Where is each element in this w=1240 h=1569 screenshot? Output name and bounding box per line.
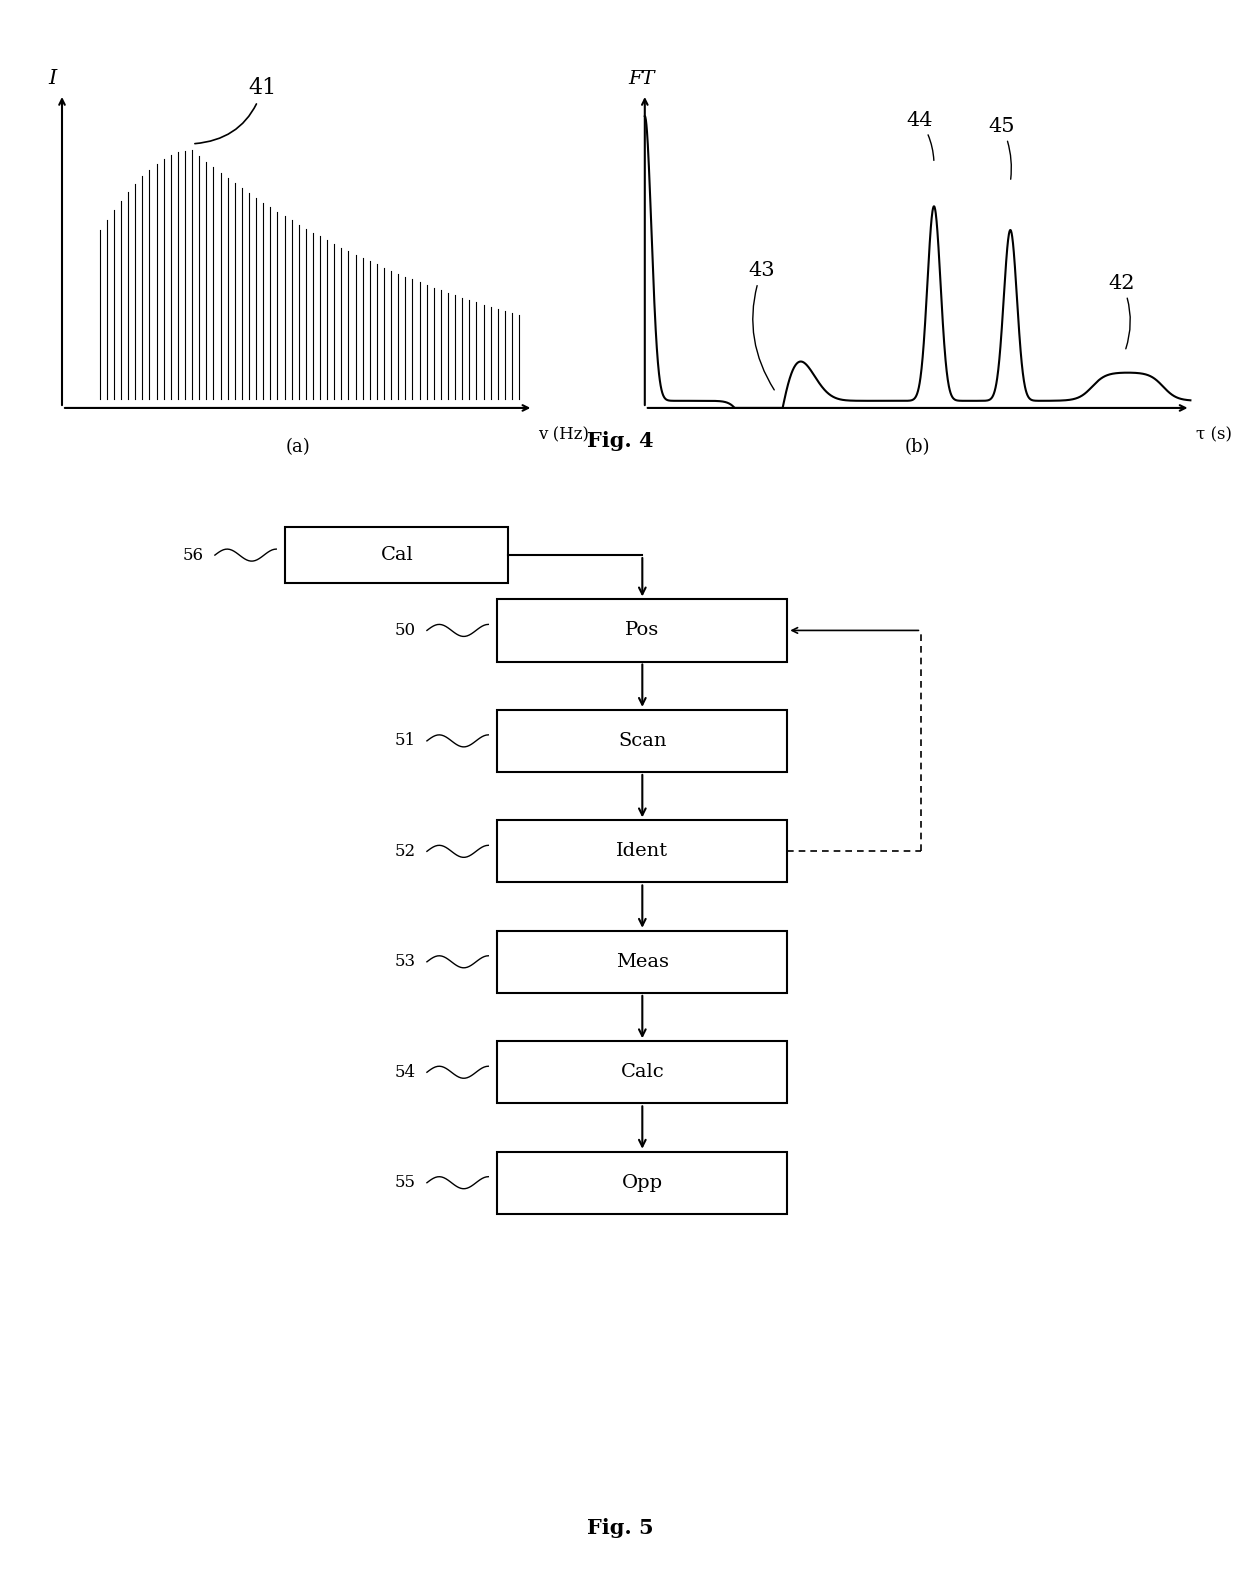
- Text: Fig. 4: Fig. 4: [587, 431, 653, 452]
- Text: Calc: Calc: [620, 1064, 665, 1081]
- Text: 55: 55: [394, 1174, 415, 1191]
- Text: 50: 50: [394, 621, 415, 639]
- Text: FT: FT: [629, 71, 655, 88]
- Text: 52: 52: [394, 843, 415, 860]
- Text: 41: 41: [195, 77, 277, 144]
- Text: v (Hz): v (Hz): [538, 427, 589, 444]
- Text: 44: 44: [906, 110, 934, 160]
- Text: 42: 42: [1109, 273, 1135, 348]
- Text: (a): (a): [285, 438, 310, 457]
- Text: Meas: Meas: [616, 952, 668, 971]
- FancyBboxPatch shape: [497, 1042, 787, 1103]
- FancyBboxPatch shape: [285, 527, 508, 582]
- Text: 51: 51: [394, 733, 415, 750]
- Text: 45: 45: [988, 116, 1016, 179]
- Text: (b): (b): [905, 438, 930, 457]
- FancyBboxPatch shape: [497, 709, 787, 772]
- FancyBboxPatch shape: [497, 930, 787, 993]
- Text: I: I: [48, 69, 56, 88]
- Text: 53: 53: [394, 954, 415, 970]
- Text: τ (s): τ (s): [1195, 427, 1231, 444]
- Text: 54: 54: [394, 1064, 415, 1081]
- Text: Ident: Ident: [616, 843, 668, 860]
- Text: Pos: Pos: [625, 621, 660, 640]
- Text: Opp: Opp: [621, 1174, 663, 1192]
- FancyBboxPatch shape: [497, 599, 787, 662]
- Text: Cal: Cal: [381, 546, 413, 565]
- FancyBboxPatch shape: [497, 1152, 787, 1214]
- Text: Scan: Scan: [618, 731, 667, 750]
- Text: 43: 43: [749, 260, 775, 391]
- Text: Fig. 5: Fig. 5: [587, 1519, 653, 1539]
- FancyBboxPatch shape: [497, 821, 787, 882]
- Text: 56: 56: [182, 546, 203, 563]
